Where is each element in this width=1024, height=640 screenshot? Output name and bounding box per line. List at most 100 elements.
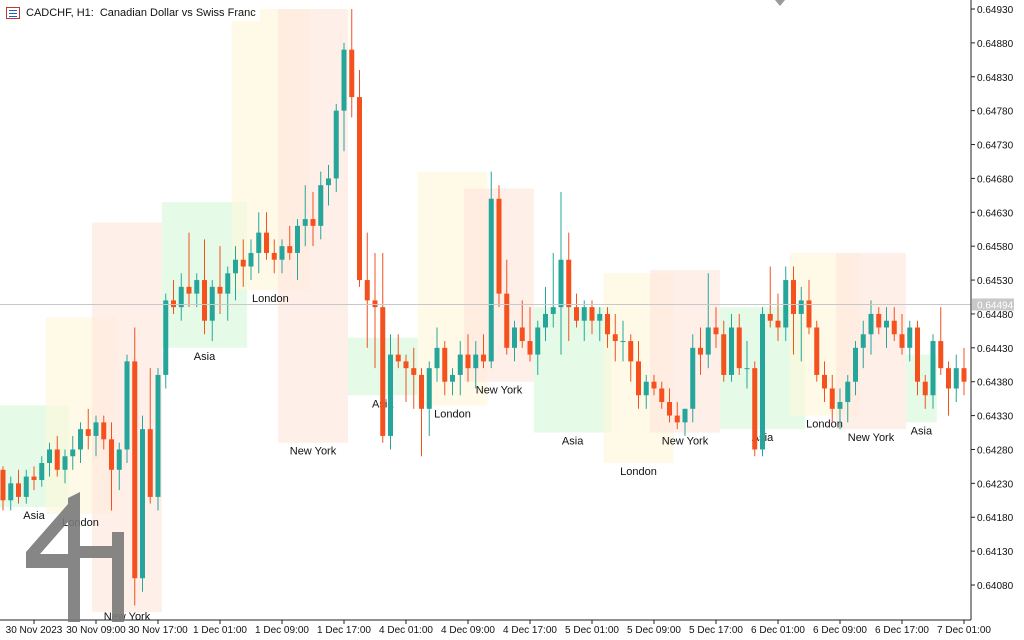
candle-down: [240, 259, 246, 267]
candle-down: [101, 422, 107, 440]
candle-down: [721, 334, 727, 375]
candle-down: [411, 368, 417, 375]
candle-down: [85, 429, 91, 436]
candle-up: [845, 381, 851, 403]
candle-up: [682, 408, 688, 423]
session-label: Asia: [23, 510, 45, 522]
candle-down: [264, 232, 269, 253]
candle-down: [961, 368, 967, 382]
candle-up: [62, 456, 68, 470]
session-label: London: [620, 466, 657, 478]
candle-down: [938, 341, 944, 369]
candle-down: [147, 429, 153, 497]
candle-up: [78, 429, 83, 450]
time-tick-label: 1 Dec 09:00: [255, 625, 309, 636]
candle-up: [8, 483, 14, 501]
price-tick-label: 0.64330: [977, 412, 1014, 423]
price-tick-label: 0.64630: [977, 208, 1014, 219]
candle-up: [302, 219, 308, 226]
candle-down: [395, 354, 401, 362]
candle-up: [450, 374, 455, 382]
price-tick-label: 0.64780: [977, 107, 1014, 118]
candle-up: [884, 320, 889, 328]
time-tick-label: 5 Dec 09:00: [627, 625, 681, 636]
candle-down: [628, 341, 634, 362]
candle-down: [465, 354, 471, 369]
candle-up: [194, 280, 200, 294]
candle-up: [178, 286, 184, 308]
session-label: New York: [290, 446, 337, 458]
session-label: New York: [848, 432, 895, 444]
candle-up: [744, 368, 750, 370]
candle-up: [279, 246, 285, 260]
candle-down: [736, 327, 742, 369]
candle-down: [481, 354, 486, 362]
time-tick-label: 5 Dec 01:00: [565, 625, 619, 636]
candle-down: [519, 327, 525, 342]
candle-down: [349, 49, 355, 98]
candle-up: [581, 307, 587, 321]
time-tick-label: 4 Dec 01:00: [379, 625, 433, 636]
candle-down: [202, 280, 207, 321]
candle-down: [380, 307, 386, 436]
candle-up: [47, 449, 52, 464]
candle-down: [829, 388, 835, 409]
candle-up: [488, 198, 494, 362]
price-tick-label: 0.64530: [977, 276, 1014, 287]
candle-up: [953, 368, 959, 389]
candle-up: [868, 313, 874, 335]
candle-up: [124, 361, 130, 450]
candle-down: [442, 347, 448, 382]
candle-up: [388, 354, 393, 436]
candle-up: [597, 313, 603, 321]
candle-up: [907, 327, 913, 348]
chart-shift-marker-icon: [775, 0, 785, 6]
session-label: Asia: [194, 351, 216, 363]
candle-up: [326, 178, 331, 186]
price-tick-label: 0.64180: [977, 513, 1014, 524]
session-label: London: [434, 408, 471, 420]
chart-window-icon[interactable]: [6, 7, 20, 19]
candle-down: [364, 280, 370, 301]
candle-up: [473, 354, 479, 369]
price-tick-label: 0.64280: [977, 445, 1014, 456]
candle-down: [403, 361, 409, 369]
candle-down: [698, 347, 703, 355]
candle-up: [39, 463, 45, 480]
candle-down: [574, 307, 579, 321]
price-tick-label: 0.64480: [977, 310, 1014, 321]
candle-up: [140, 429, 145, 579]
candle-down: [31, 476, 37, 480]
candle-down: [419, 374, 424, 409]
price-tick-label: 0.64730: [977, 141, 1014, 152]
session-box-asia: [533, 307, 612, 433]
price-tick-label: 0.64830: [977, 73, 1014, 84]
candle-up: [930, 341, 936, 396]
candle-down: [713, 327, 719, 335]
time-tick-label: 30 Nov 09:00: [66, 625, 126, 636]
candle-up: [837, 402, 843, 409]
candle-up: [233, 259, 238, 274]
candle-up: [760, 313, 765, 450]
candle-up: [729, 327, 734, 375]
candle-down: [659, 388, 665, 403]
candle-down: [287, 246, 293, 253]
candle-down: [752, 368, 758, 450]
candle-down: [504, 293, 510, 348]
candle-up: [333, 110, 339, 179]
candle-up: [783, 280, 789, 328]
candle-down: [109, 439, 114, 470]
chart-header: CADCHF, H1: Canadian Dollar vs Swiss Fra…: [6, 5, 260, 21]
time-tick-label: 6 Dec 17:00: [875, 625, 929, 636]
symbol-description: Canadian Dollar vs Swiss Franc: [99, 7, 256, 19]
candle-up: [93, 422, 99, 436]
candle-up: [512, 327, 517, 348]
session-label: London: [806, 419, 843, 431]
time-tick-label: 1 Dec 17:00: [317, 625, 371, 636]
candle-down: [891, 320, 897, 335]
candle-down: [496, 198, 502, 294]
candle-down: [0, 469, 6, 501]
time-tick-label: 30 Nov 2023: [6, 625, 63, 636]
